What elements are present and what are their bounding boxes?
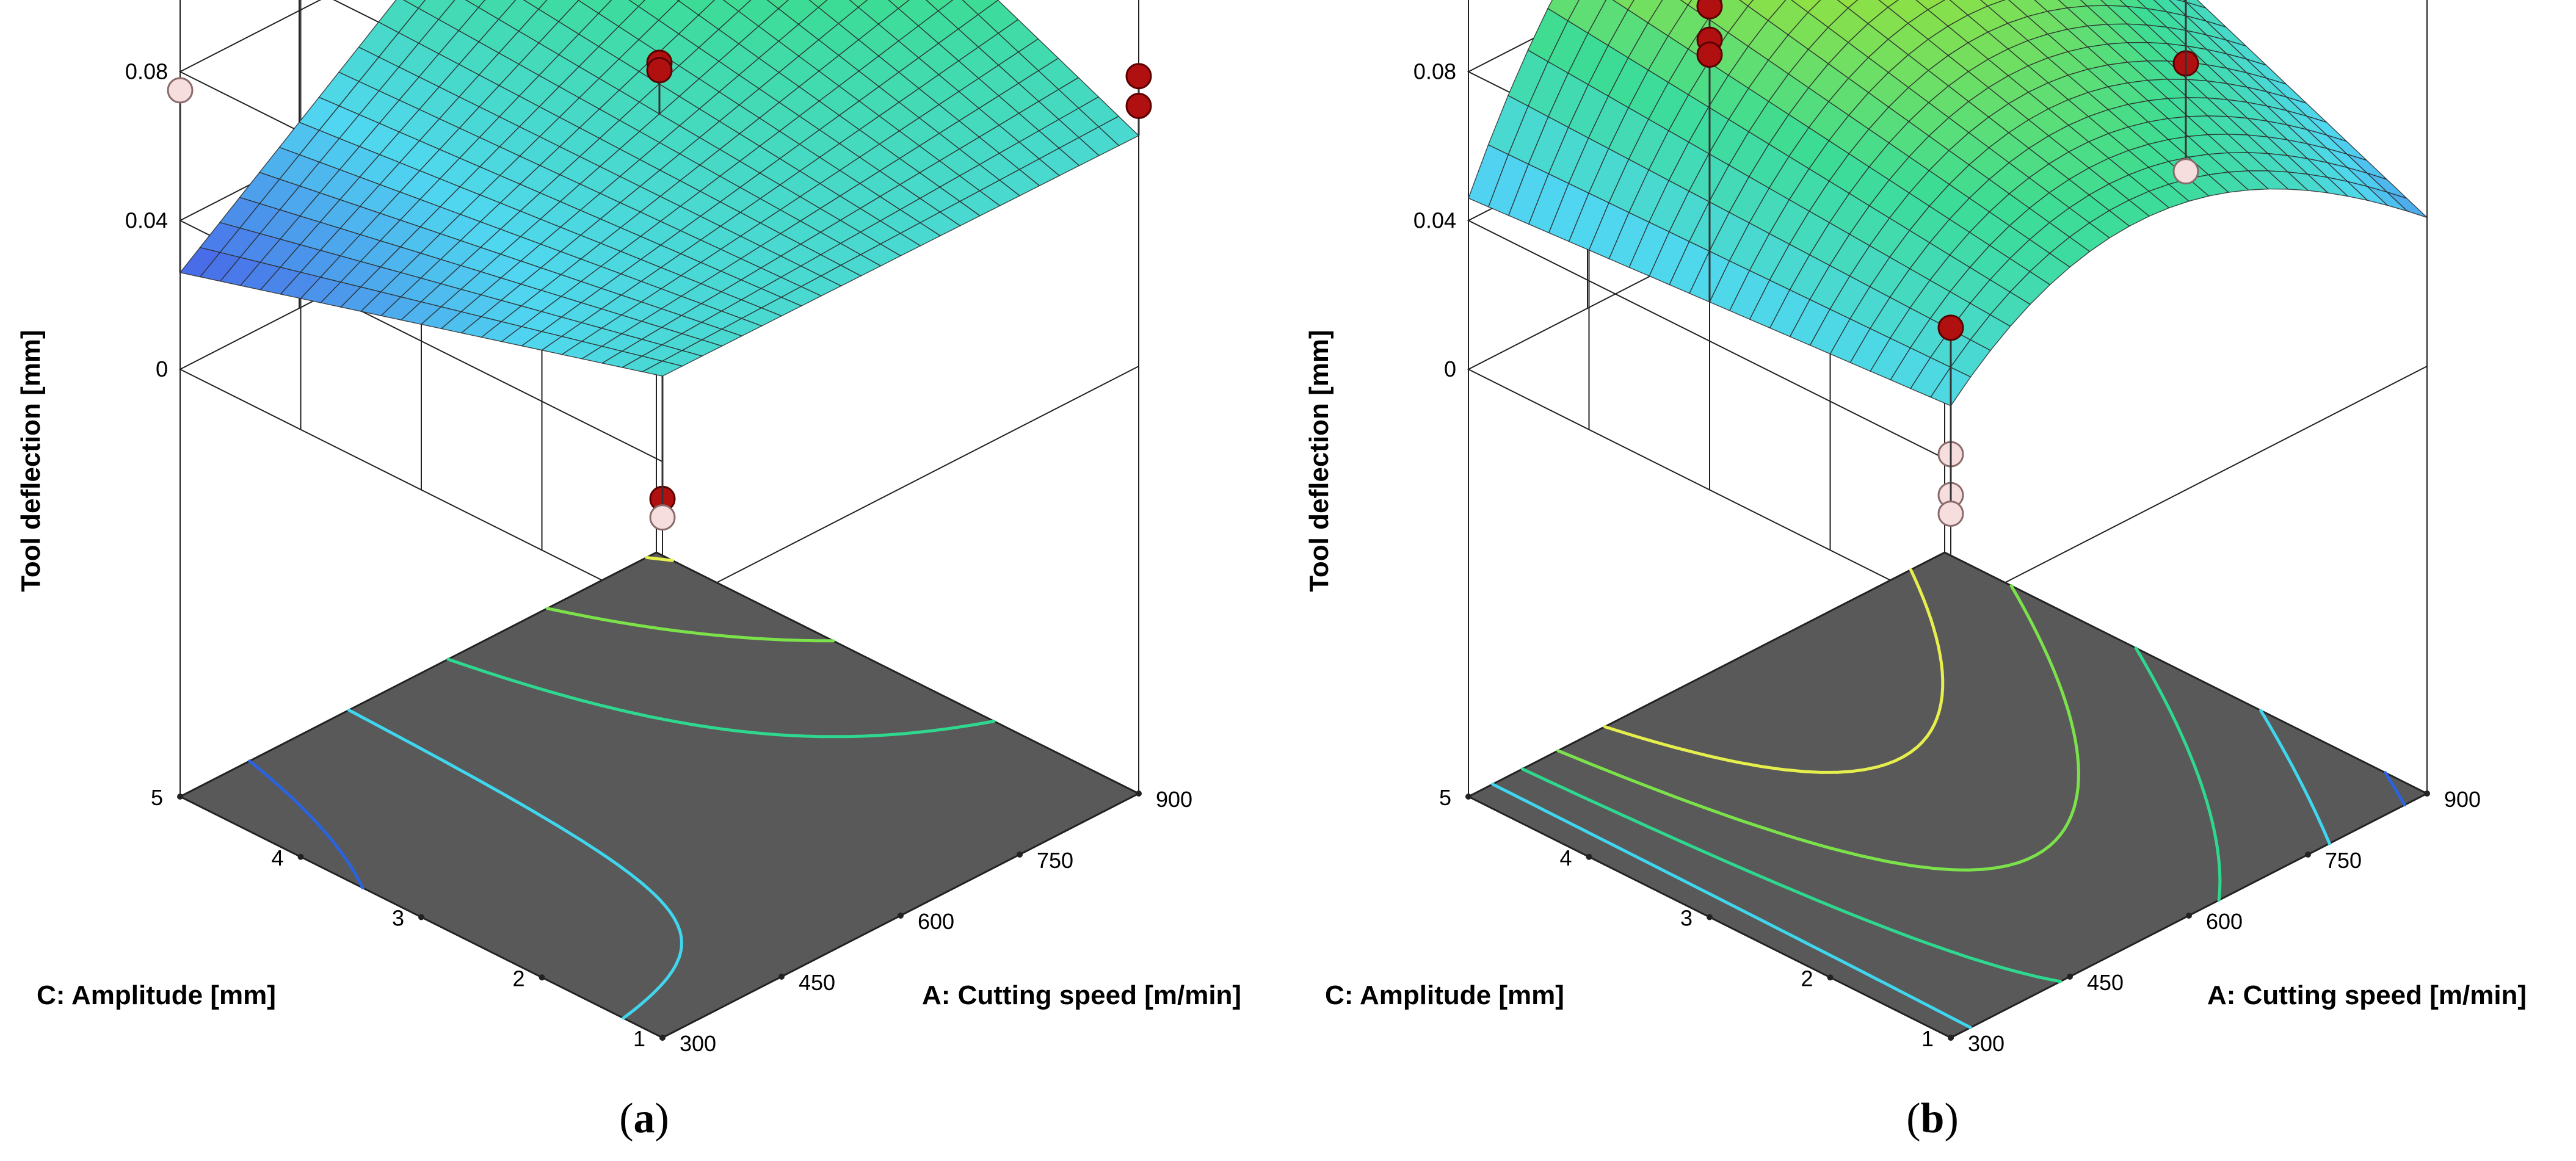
design-point <box>646 57 673 84</box>
contour-line <box>248 759 365 889</box>
box-edge <box>662 366 1139 611</box>
y-tick-mark <box>1948 1035 1954 1041</box>
floor-plane <box>1466 551 2429 1039</box>
design-point <box>1696 0 1723 20</box>
contour-line <box>446 657 996 739</box>
surface-cell <box>1738 0 1754 7</box>
z-axis-title: Tool deflection [mm] <box>1304 330 1334 591</box>
y-tick-label: 2 <box>512 966 524 991</box>
y-tick-mark <box>659 1035 666 1041</box>
contour-line <box>1603 568 1945 774</box>
contour-line <box>545 607 835 643</box>
x-tick-mark <box>2305 852 2311 858</box>
contour-line <box>1520 646 2222 983</box>
surface-cell <box>628 0 646 7</box>
panel-caption-b: (b) <box>1906 1095 1959 1142</box>
contour-floor <box>1465 551 2430 1041</box>
x-tick-label: 750 <box>2325 848 2362 873</box>
y-tick-label: 5 <box>151 785 163 810</box>
y-tick-mark <box>539 974 545 981</box>
surface-cell <box>1837 0 1859 9</box>
y-axis-title: C: Amplitude [mm] <box>1325 980 1564 1010</box>
y-tick-label: 4 <box>271 845 283 870</box>
x-tick-mark <box>2424 790 2430 797</box>
surface-cell <box>849 0 868 8</box>
design-point <box>1696 42 1723 68</box>
contour-floor <box>177 551 1142 1041</box>
x-tick-label: 300 <box>680 1031 716 1056</box>
panel-caption-a: (a) <box>619 1095 669 1142</box>
design-point <box>1937 501 1964 527</box>
z-axis-title: Tool deflection [mm] <box>16 330 46 591</box>
design-point <box>1125 63 1152 90</box>
y-tick-mark <box>1465 794 1471 800</box>
x-tick-label: 450 <box>2087 970 2124 995</box>
y-tick-label: 1 <box>1921 1026 1934 1051</box>
surface-cell <box>1878 0 1899 8</box>
design-point <box>1937 314 1964 341</box>
design-points <box>1696 0 2199 527</box>
surface-plot-b: Tool deflection [mm] C: Amplitude [mm] A… <box>1304 0 2527 1143</box>
axis-labels: Tool deflection [mm] C: Amplitude [mm] A… <box>1304 59 2527 1143</box>
y-axis-title: C: Amplitude [mm] <box>37 980 276 1010</box>
surface-cell <box>808 0 828 9</box>
y-tick-mark <box>297 853 304 860</box>
design-points <box>167 49 1152 531</box>
y-tick-label: 2 <box>1801 966 1813 991</box>
x-tick-mark <box>2186 913 2192 919</box>
surface-cell <box>641 360 684 377</box>
design-point <box>167 77 194 104</box>
chart-panel-b: Tool deflection [mm] C: Amplitude [mm] A… <box>1288 0 2576 1161</box>
y-tick-label: 3 <box>392 906 404 931</box>
chart-panel-a: Tool deflection [mm] C: Amplitude [mm] A… <box>16 0 1241 1143</box>
z-tick-label: 0 <box>156 356 168 382</box>
z-tick-label: 0.04 <box>125 208 168 233</box>
y-tick-mark <box>1827 974 1834 981</box>
x-tick-mark <box>778 974 785 980</box>
z-tick-label: 0.08 <box>1413 59 1456 84</box>
surface-cell <box>465 0 486 9</box>
x-tick-label: 900 <box>1156 787 1192 812</box>
design-point <box>649 504 676 531</box>
x-tick-label: 600 <box>2206 909 2243 934</box>
y-tick-label: 4 <box>1559 845 1572 870</box>
x-tick-label: 450 <box>799 970 835 995</box>
x-tick-mark <box>2067 974 2073 980</box>
x-tick-label: 600 <box>918 909 954 934</box>
z-tick-label: 0.08 <box>125 59 168 84</box>
response-surface <box>1468 0 2428 407</box>
surface-cell <box>766 0 789 10</box>
x-tick-mark <box>1017 852 1023 858</box>
axis-labels: Tool deflection [mm] C: Amplitude [mm] A… <box>16 59 1241 1143</box>
x-tick-label: 900 <box>2444 787 2481 812</box>
x-tick-mark <box>898 913 904 919</box>
contour-line <box>2384 771 2406 807</box>
y-tick-label: 3 <box>1680 906 1693 931</box>
floor-plane <box>178 551 1141 1039</box>
y-tick-mark <box>1707 914 1713 920</box>
y-tick-mark <box>1586 853 1592 860</box>
design-point <box>1125 92 1152 119</box>
x-tick-label: 300 <box>1968 1031 2005 1056</box>
z-tick-label: 0.04 <box>1413 208 1456 233</box>
box-edge <box>1950 366 2428 611</box>
x-tick-label: 750 <box>1037 848 1073 873</box>
surface-cell <box>888 0 910 9</box>
y-tick-mark <box>418 914 424 920</box>
design-point <box>2172 158 2199 185</box>
x-tick-mark <box>1136 790 1142 797</box>
response-surface <box>179 0 1140 377</box>
x-axis-title: A: Cutting speed [m/min] <box>2207 980 2527 1010</box>
contour-line <box>645 555 674 562</box>
contour-line <box>347 708 683 1020</box>
y-tick-mark <box>177 794 183 800</box>
contour-line <box>1556 584 2080 872</box>
y-tick-label: 5 <box>1439 785 1451 810</box>
y-tick-label: 1 <box>633 1026 645 1051</box>
x-axis-title: A: Cutting speed [m/min] <box>922 980 1241 1010</box>
surface-plot-a: Tool deflection [mm] C: Amplitude [mm] A… <box>16 0 1241 1143</box>
contour-line <box>1491 709 2331 1029</box>
z-tick-label: 0 <box>1444 356 1456 382</box>
